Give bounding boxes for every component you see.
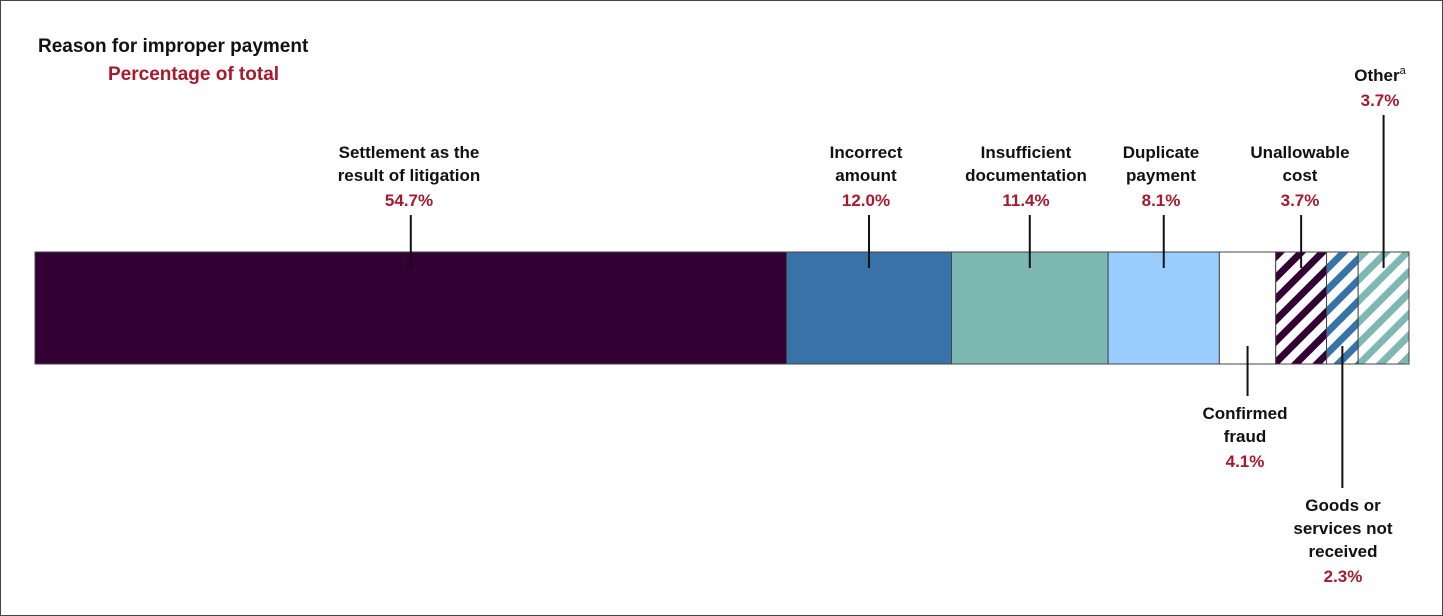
bar-segment-1 — [786, 251, 952, 365]
segment-label-1: Incorrect amount 12.0% — [830, 143, 903, 268]
bar-segment-7 — [1357, 251, 1410, 365]
category-label: Settlement as the — [339, 143, 480, 162]
category-label: Othera — [1354, 65, 1406, 85]
bar-segment-0 — [34, 251, 788, 365]
value-label: 2.3% — [1324, 567, 1363, 586]
chart-title: Reason for improper payment — [38, 36, 309, 57]
value-label: 4.1% — [1226, 452, 1265, 471]
category-label: Insufficient — [981, 143, 1072, 162]
category-label: Duplicate — [1123, 143, 1200, 162]
segment-label-4: Confirmed fraud 4.1% — [1203, 346, 1288, 471]
value-label: 8.1% — [1142, 191, 1181, 210]
category-label: amount — [835, 166, 897, 185]
bar-segment-5 — [1275, 251, 1328, 365]
segment-label-2: Insufficient documentation 11.4% — [965, 143, 1087, 268]
bar-segment-6 — [1326, 251, 1359, 365]
category-label: fraud — [1224, 427, 1267, 446]
segment-label-6: Goods or services not received 2.3% — [1293, 346, 1393, 586]
category-label: cost — [1283, 166, 1318, 185]
category-label: Unallowable — [1250, 143, 1349, 162]
bar-segment-3 — [1107, 251, 1220, 365]
category-label: Goods or — [1305, 496, 1381, 515]
value-label: 3.7% — [1281, 191, 1320, 210]
category-label: received — [1309, 542, 1378, 561]
segment-label-7: Othera 3.7% — [1354, 65, 1407, 268]
category-label: documentation — [965, 166, 1087, 185]
segment-label-0: Settlement as the result of litigation 54.… — [338, 143, 481, 268]
bar-segment-2 — [950, 251, 1109, 365]
segment-label-5: Unallowable cost 3.7% — [1250, 143, 1350, 268]
category-label: Incorrect — [830, 143, 903, 162]
value-label: 3.7% — [1361, 91, 1400, 110]
category-label: services not — [1293, 519, 1393, 538]
chart-subtitle: Percentage of total — [108, 64, 280, 85]
category-label: Confirmed — [1203, 404, 1288, 423]
value-label: 12.0% — [842, 191, 890, 210]
category-label: payment — [1126, 166, 1196, 185]
value-label: 54.7% — [385, 191, 433, 210]
category-label: result of litigation — [338, 166, 481, 185]
value-label: 11.4% — [1002, 191, 1049, 210]
segment-label-3: Duplicate payment 8.1% — [1123, 143, 1200, 268]
